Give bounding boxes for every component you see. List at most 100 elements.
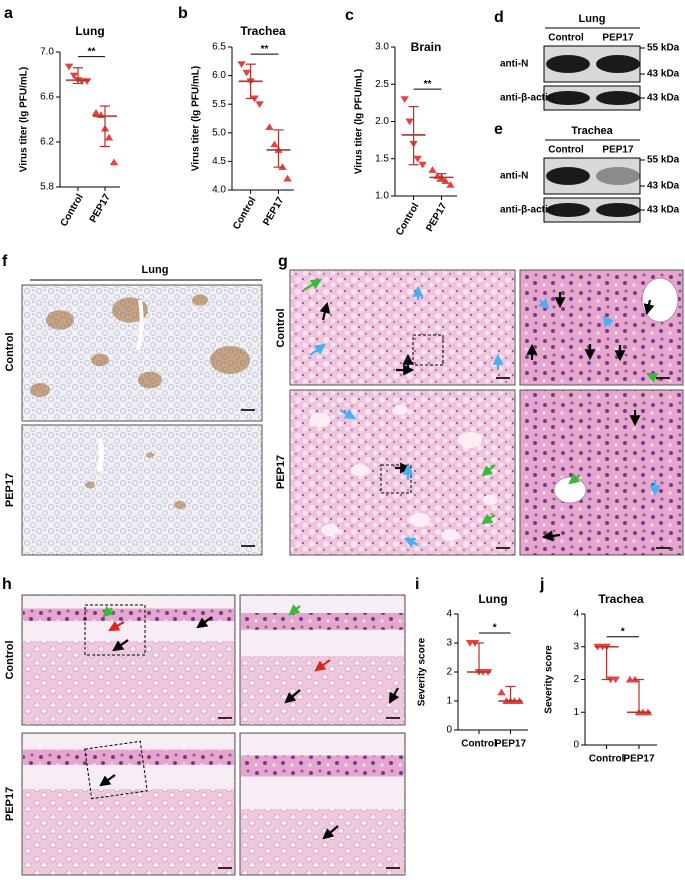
blot-band xyxy=(546,167,590,185)
y-tick-label: 2 xyxy=(573,674,579,685)
alveolus xyxy=(409,513,431,527)
micrograph xyxy=(519,389,684,556)
arrow xyxy=(314,659,331,672)
significance: * xyxy=(621,626,625,637)
data-point xyxy=(270,140,279,148)
airway xyxy=(553,476,587,504)
panel-letter: c xyxy=(345,7,354,24)
y-axis-label: Severity score xyxy=(544,645,555,714)
arrow xyxy=(102,605,115,618)
arrow xyxy=(404,538,419,548)
stain xyxy=(138,371,162,389)
vessel xyxy=(136,299,144,351)
y-tick-label: 0 xyxy=(446,725,452,736)
blot-band xyxy=(546,91,590,105)
data-point xyxy=(64,63,74,71)
y-tick-label: 6.2 xyxy=(40,137,54,148)
alveolus xyxy=(441,529,459,541)
panel-letter: g xyxy=(278,253,288,270)
data-point xyxy=(497,688,506,696)
data-point xyxy=(69,72,79,80)
stain xyxy=(174,500,186,510)
stain xyxy=(210,346,250,374)
y-axis-label: Virus titer (lg PFU/mL) xyxy=(191,66,202,171)
arrow xyxy=(288,604,301,616)
arrow xyxy=(481,513,496,525)
chart-title: Trachea xyxy=(598,592,644,606)
kda-label: 43 kDa xyxy=(647,205,680,216)
stain xyxy=(46,310,74,330)
x-tick-label: PEP17 xyxy=(495,739,527,750)
data-point xyxy=(237,61,246,68)
micrograph xyxy=(21,424,263,556)
arrow xyxy=(309,343,326,356)
panel-letter: j xyxy=(539,576,544,593)
y-tick-label: 3 xyxy=(446,638,452,649)
y-axis-label: Virus titer (lg PFU/mL) xyxy=(19,67,30,172)
y-tick-label: 0 xyxy=(573,740,579,751)
y-tick-label: 1 xyxy=(573,707,579,718)
arrow xyxy=(303,278,322,291)
arrow xyxy=(481,464,496,477)
kda-label: 43 kDa xyxy=(647,93,680,104)
lane-label: PEP17 xyxy=(602,145,634,156)
data-point xyxy=(265,123,274,131)
row-label: Control xyxy=(275,308,287,347)
zoom-box xyxy=(412,334,444,366)
data-point xyxy=(283,174,292,182)
y-tick-label: 5.8 xyxy=(40,182,54,193)
arrow xyxy=(602,315,614,328)
blot-band xyxy=(596,203,640,217)
arrow xyxy=(108,620,125,632)
data-point xyxy=(91,108,101,116)
lane-label: Control xyxy=(548,33,584,44)
x-tick-label: Control xyxy=(589,754,625,765)
arrow xyxy=(339,408,356,420)
data-point xyxy=(611,676,620,684)
data-point xyxy=(400,96,409,103)
data-point xyxy=(413,155,422,163)
vessel xyxy=(96,437,104,473)
arrow xyxy=(99,774,116,787)
y-tick-label: 2 xyxy=(446,667,452,678)
row-label: PEP17 xyxy=(275,455,287,489)
stain xyxy=(85,481,95,489)
arrow xyxy=(643,299,655,316)
row-label: anti-N xyxy=(500,171,528,182)
y-axis-label: Virus titer (lg PFU/mL) xyxy=(354,69,365,174)
blot-title: Lung xyxy=(579,13,606,25)
y-tick-label: 5.5 xyxy=(212,99,226,110)
blot-band xyxy=(596,167,640,185)
lane-label: Control xyxy=(548,145,584,156)
row-label: PEP17 xyxy=(4,473,16,507)
airway xyxy=(641,277,679,323)
epithelium xyxy=(241,613,404,630)
blot-band xyxy=(546,55,590,73)
x-tick-label: PEP17 xyxy=(88,192,113,225)
y-axis-label: Severity score xyxy=(417,637,428,706)
stain xyxy=(192,294,208,306)
data-point xyxy=(405,118,414,126)
blot-band xyxy=(596,91,640,105)
arrow xyxy=(541,530,561,542)
panel-letter: h xyxy=(2,576,12,593)
arrow xyxy=(388,687,400,704)
epithelium xyxy=(241,755,404,777)
chart-title: Lung xyxy=(75,24,104,38)
arrow xyxy=(319,301,331,321)
blot-band xyxy=(546,203,590,217)
kda-label: 43 kDa xyxy=(647,181,680,192)
y-tick-label: 6.5 xyxy=(212,42,226,53)
y-tick-label: 4.5 xyxy=(212,156,226,167)
y-tick-label: 7.0 xyxy=(40,47,54,58)
epithelium xyxy=(23,608,234,622)
x-tick-label: Control xyxy=(461,739,497,750)
y-tick-label: 1.0 xyxy=(375,191,389,202)
arrow xyxy=(284,689,301,704)
lane-label: PEP17 xyxy=(602,33,634,44)
y-tick-label: 4.0 xyxy=(212,185,226,196)
x-tick-label: PEP17 xyxy=(261,195,286,228)
arrow xyxy=(646,373,661,383)
kda-label: 43 kDa xyxy=(647,69,680,80)
